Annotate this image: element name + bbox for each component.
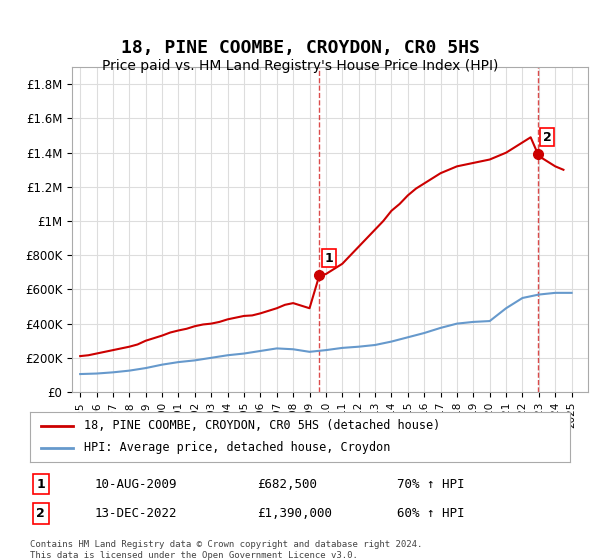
Text: £1,390,000: £1,390,000 [257, 507, 332, 520]
Text: 2: 2 [37, 507, 45, 520]
Text: 2: 2 [543, 130, 552, 144]
Text: 13-DEC-2022: 13-DEC-2022 [95, 507, 178, 520]
Text: HPI: Average price, detached house, Croydon: HPI: Average price, detached house, Croy… [84, 441, 391, 454]
Text: 18, PINE COOMBE, CROYDON, CR0 5HS (detached house): 18, PINE COOMBE, CROYDON, CR0 5HS (detac… [84, 419, 440, 432]
Text: Contains HM Land Registry data © Crown copyright and database right 2024.
This d: Contains HM Land Registry data © Crown c… [30, 540, 422, 560]
Text: £682,500: £682,500 [257, 478, 317, 491]
Text: 60% ↑ HPI: 60% ↑ HPI [397, 507, 465, 520]
Text: 1: 1 [37, 478, 45, 491]
Text: 10-AUG-2009: 10-AUG-2009 [95, 478, 178, 491]
Text: 70% ↑ HPI: 70% ↑ HPI [397, 478, 465, 491]
Text: 18, PINE COOMBE, CROYDON, CR0 5HS: 18, PINE COOMBE, CROYDON, CR0 5HS [121, 39, 479, 57]
Text: Price paid vs. HM Land Registry's House Price Index (HPI): Price paid vs. HM Land Registry's House … [102, 59, 498, 73]
Text: 1: 1 [324, 251, 333, 265]
